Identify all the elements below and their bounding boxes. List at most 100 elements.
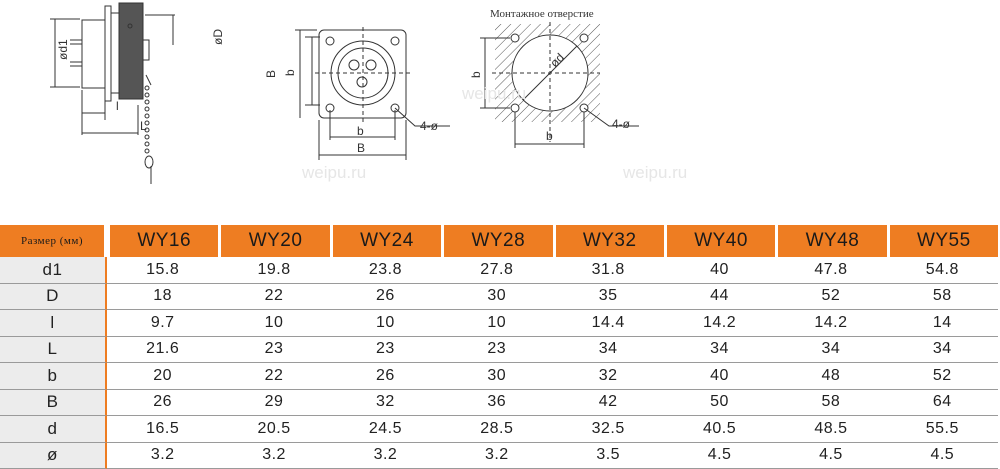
table-cell: 55.5	[887, 416, 998, 443]
dimensions-table: Размер (мм) WY16 WY20 WY24 WY28 WY32 WY4…	[0, 225, 998, 469]
label-b: b	[283, 69, 297, 76]
table-cell: 3.2	[107, 443, 218, 469]
table-cell: 40.5	[664, 416, 775, 443]
header-model: WY32	[553, 225, 664, 257]
table-cell: 15.8	[107, 257, 218, 284]
label-B-bottom: B	[357, 141, 365, 155]
row-label: L	[0, 337, 107, 364]
table-cell: 16.5	[107, 416, 218, 443]
label-cutout-holes: 4-ø	[612, 117, 631, 131]
table-cell: 22	[218, 284, 329, 311]
table-cell: 21.6	[107, 337, 218, 364]
table-cell: 4.5	[775, 443, 886, 469]
table-cell: 44	[664, 284, 775, 311]
label-L: L	[140, 119, 147, 133]
table-cell: 3.5	[553, 443, 664, 469]
table-cell: 34	[664, 337, 775, 364]
table-cell: 47.8	[775, 257, 886, 284]
row-label: d1	[0, 257, 107, 284]
row-label: d	[0, 416, 107, 443]
table-cell: 23	[441, 337, 552, 364]
table-cell: 26	[107, 390, 218, 417]
label-cutout-b: b	[469, 71, 483, 78]
table-cell: 34	[775, 337, 886, 364]
table-cell: 50	[664, 390, 775, 417]
header-model: WY20	[218, 225, 329, 257]
table-cell: 27.8	[441, 257, 552, 284]
table-cell: 14	[887, 310, 998, 337]
table-cell: 10	[441, 310, 552, 337]
table-cell: 4.5	[887, 443, 998, 469]
header-row: Размер (мм) WY16 WY20 WY24 WY28 WY32 WY4…	[0, 225, 998, 257]
table-cell: 35	[553, 284, 664, 311]
table-cell: 10	[218, 310, 329, 337]
table-cell: 23.8	[330, 257, 441, 284]
table-cell: 9.7	[107, 310, 218, 337]
row-label: l	[0, 310, 107, 337]
table-cell: 48	[775, 363, 886, 390]
table-cell: 28.5	[441, 416, 552, 443]
table-cell: 52	[887, 363, 998, 390]
table-cell: 14.2	[775, 310, 886, 337]
table-cell: 14.4	[553, 310, 664, 337]
label-b-bottom: b	[357, 124, 364, 138]
table-cell: 3.2	[218, 443, 329, 469]
table-cell: 23	[218, 337, 329, 364]
table-cell: 40	[664, 257, 775, 284]
table-cell: 3.2	[330, 443, 441, 469]
row-label: b	[0, 363, 107, 390]
label-holes: 4-ø	[420, 119, 439, 133]
label-l: l	[116, 99, 119, 113]
row-label: D	[0, 284, 107, 311]
table-cell: 52	[775, 284, 886, 311]
label-cutout-b-bottom: b	[546, 129, 553, 143]
table-cell: 24.5	[330, 416, 441, 443]
table-cell: 20.5	[218, 416, 329, 443]
connector-front-view	[295, 27, 450, 160]
connector-side-view	[50, 3, 175, 184]
header-model: WY40	[664, 225, 775, 257]
table-cell: 58	[887, 284, 998, 311]
table-cell: 23	[330, 337, 441, 364]
table-cell: 34	[553, 337, 664, 364]
table-cell: 54.8	[887, 257, 998, 284]
table-cell: 34	[887, 337, 998, 364]
label-B: B	[264, 70, 278, 78]
header-model: WY24	[330, 225, 441, 257]
table-cell: 40	[664, 363, 775, 390]
table-cell: 30	[441, 363, 552, 390]
table-cell: 36	[441, 390, 552, 417]
table-cell: 26	[330, 284, 441, 311]
header-size-label: Размер (мм)	[0, 225, 107, 257]
table-cell: 14.2	[664, 310, 775, 337]
table-cell: 32	[330, 390, 441, 417]
table-cell: 22	[218, 363, 329, 390]
table-cell: 20	[107, 363, 218, 390]
header-model: WY28	[441, 225, 552, 257]
table-cell: 42	[553, 390, 664, 417]
table-cell: 3.2	[441, 443, 552, 469]
header-model: WY48	[775, 225, 886, 257]
header-model: WY16	[107, 225, 218, 257]
table-cell: 26	[330, 363, 441, 390]
table-cell: 32.5	[553, 416, 664, 443]
label-D: øD	[211, 29, 225, 45]
table-cell: 58	[775, 390, 886, 417]
header-model: WY55	[887, 225, 998, 257]
table-cell: 64	[887, 390, 998, 417]
table-cell: 48.5	[775, 416, 886, 443]
table-cell: 30	[441, 284, 552, 311]
mount-hole-title: Монтажное отверстие	[490, 8, 594, 20]
label-d1: ød1	[56, 39, 70, 60]
table-cell: 32	[553, 363, 664, 390]
table-cell: 29	[218, 390, 329, 417]
table-cell: 19.8	[218, 257, 329, 284]
